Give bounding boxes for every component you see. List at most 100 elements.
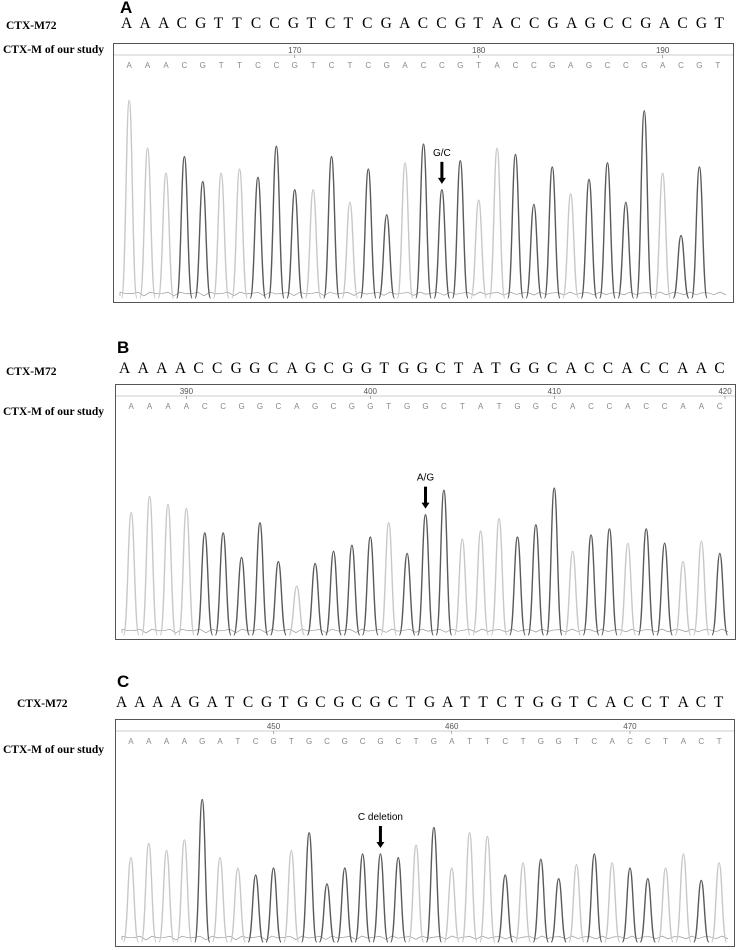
reference-base: G [188, 694, 200, 711]
base-call: C [627, 737, 633, 746]
base-call: G [431, 737, 437, 746]
trace-peak [141, 495, 159, 636]
base-call: A [660, 61, 666, 70]
reference-base: G [342, 360, 354, 377]
base-call: A [147, 402, 153, 411]
chromatogram-svg: 170 180 190 A A A C G T T C C G T C T C G A C C G T A C C G A G C C G A C… [114, 46, 733, 299]
chromatogram-svg: 390 400 410 420 A A A A C C G G C A G C G G T G G C T A T G G C A C C A… [116, 387, 735, 636]
trace-peak [380, 522, 398, 636]
reference-base: T [491, 360, 501, 377]
trace-peak [514, 862, 532, 943]
trace-peak [479, 835, 496, 943]
reference-base: C [546, 360, 558, 377]
position-label: 190 [656, 46, 670, 55]
trace-peak [635, 110, 653, 299]
chromatogram-panel-a: 170 180 190 A A A C G T T C C G T C T C G A C C G T A C C G A G C C G A C… [113, 43, 734, 303]
trace-peak [435, 489, 453, 636]
chromatogram-panel-b: 390 400 410 420 A A A A C C G G C A G C G G T G G C T A T G G C A C C A… [115, 384, 736, 640]
reference-label: CTX-M72 [17, 698, 68, 710]
reference-base: G [528, 360, 540, 377]
trace-peak [175, 155, 193, 299]
reference-base: G [547, 15, 559, 32]
reference-base: C [435, 360, 446, 377]
reference-base: C [621, 15, 633, 32]
trace-peak [639, 877, 656, 943]
trace-peak [122, 856, 140, 943]
reference-base: T [713, 694, 724, 711]
base-call: A [449, 737, 455, 746]
trace-peak [325, 550, 342, 636]
trace-peak [433, 189, 451, 299]
reference-base: C [623, 694, 634, 711]
base-call: C [275, 402, 281, 411]
reference-base: T [460, 694, 470, 711]
reference-base: A [286, 360, 298, 377]
base-call: C [513, 61, 519, 70]
reference-base: A [206, 694, 218, 711]
trace-peak [654, 172, 672, 299]
reference-base: C [267, 360, 279, 377]
base-call: C [623, 61, 629, 70]
baseline-noise [121, 628, 729, 634]
trace-peak [656, 542, 674, 636]
base-call: G [238, 402, 244, 411]
base-call: T [715, 61, 720, 70]
reference-base: C [351, 694, 362, 711]
base-call: A [129, 402, 135, 411]
position-label: 180 [472, 46, 486, 55]
trace-peak [532, 858, 550, 943]
reference-base: A [134, 694, 146, 711]
reference-base: G [230, 360, 242, 377]
base-call: G [696, 61, 702, 70]
base-call: C [607, 402, 613, 411]
trace-peak [637, 528, 655, 636]
trace-peak [672, 234, 690, 299]
reference-base: T [343, 15, 353, 32]
trace-peak [562, 193, 580, 299]
reference-base: A [152, 694, 164, 711]
position-label: 460 [445, 722, 459, 731]
base-call: A [146, 737, 152, 746]
trace-peak [283, 849, 300, 943]
reference-base: G [360, 360, 373, 377]
reference-base: A [566, 15, 578, 32]
trace-peak [176, 839, 193, 943]
trace-peak [425, 826, 443, 943]
base-call: T [521, 737, 526, 746]
trace-peak [269, 560, 287, 636]
trace-peak [453, 538, 471, 636]
trace-peak [675, 853, 692, 943]
base-call: G [342, 737, 348, 746]
base-call: T [311, 61, 316, 70]
base-call: T [289, 737, 294, 746]
trace-peak [580, 178, 598, 299]
base-call: G [349, 402, 355, 411]
base-call: A [163, 61, 169, 70]
base-call: T [235, 737, 240, 746]
position-label: 410 [548, 387, 562, 396]
base-call: T [717, 737, 722, 746]
reference-base: G [305, 360, 317, 377]
reference-base: T [232, 15, 242, 32]
trace-peak [690, 166, 708, 299]
trace-peak [599, 162, 616, 299]
reference-base: T [306, 15, 316, 32]
base-call: A [699, 402, 705, 411]
base-call: A [402, 61, 408, 70]
reference-base: A [621, 360, 633, 377]
base-call: C [331, 402, 337, 411]
base-call: C [365, 61, 371, 70]
trace-peak [251, 522, 269, 636]
base-call: C [531, 61, 537, 70]
trace-peak [323, 155, 340, 299]
base-call: G [312, 402, 318, 411]
trace-peak [490, 518, 508, 636]
reference-base: C [529, 15, 540, 32]
trace-peak [359, 168, 377, 299]
base-call: A [609, 737, 615, 746]
reference-base: T [478, 694, 488, 711]
trace-peak [341, 201, 359, 299]
reference-base: A [491, 15, 504, 32]
reference-base: C [362, 15, 373, 32]
trace-peak [233, 556, 250, 636]
